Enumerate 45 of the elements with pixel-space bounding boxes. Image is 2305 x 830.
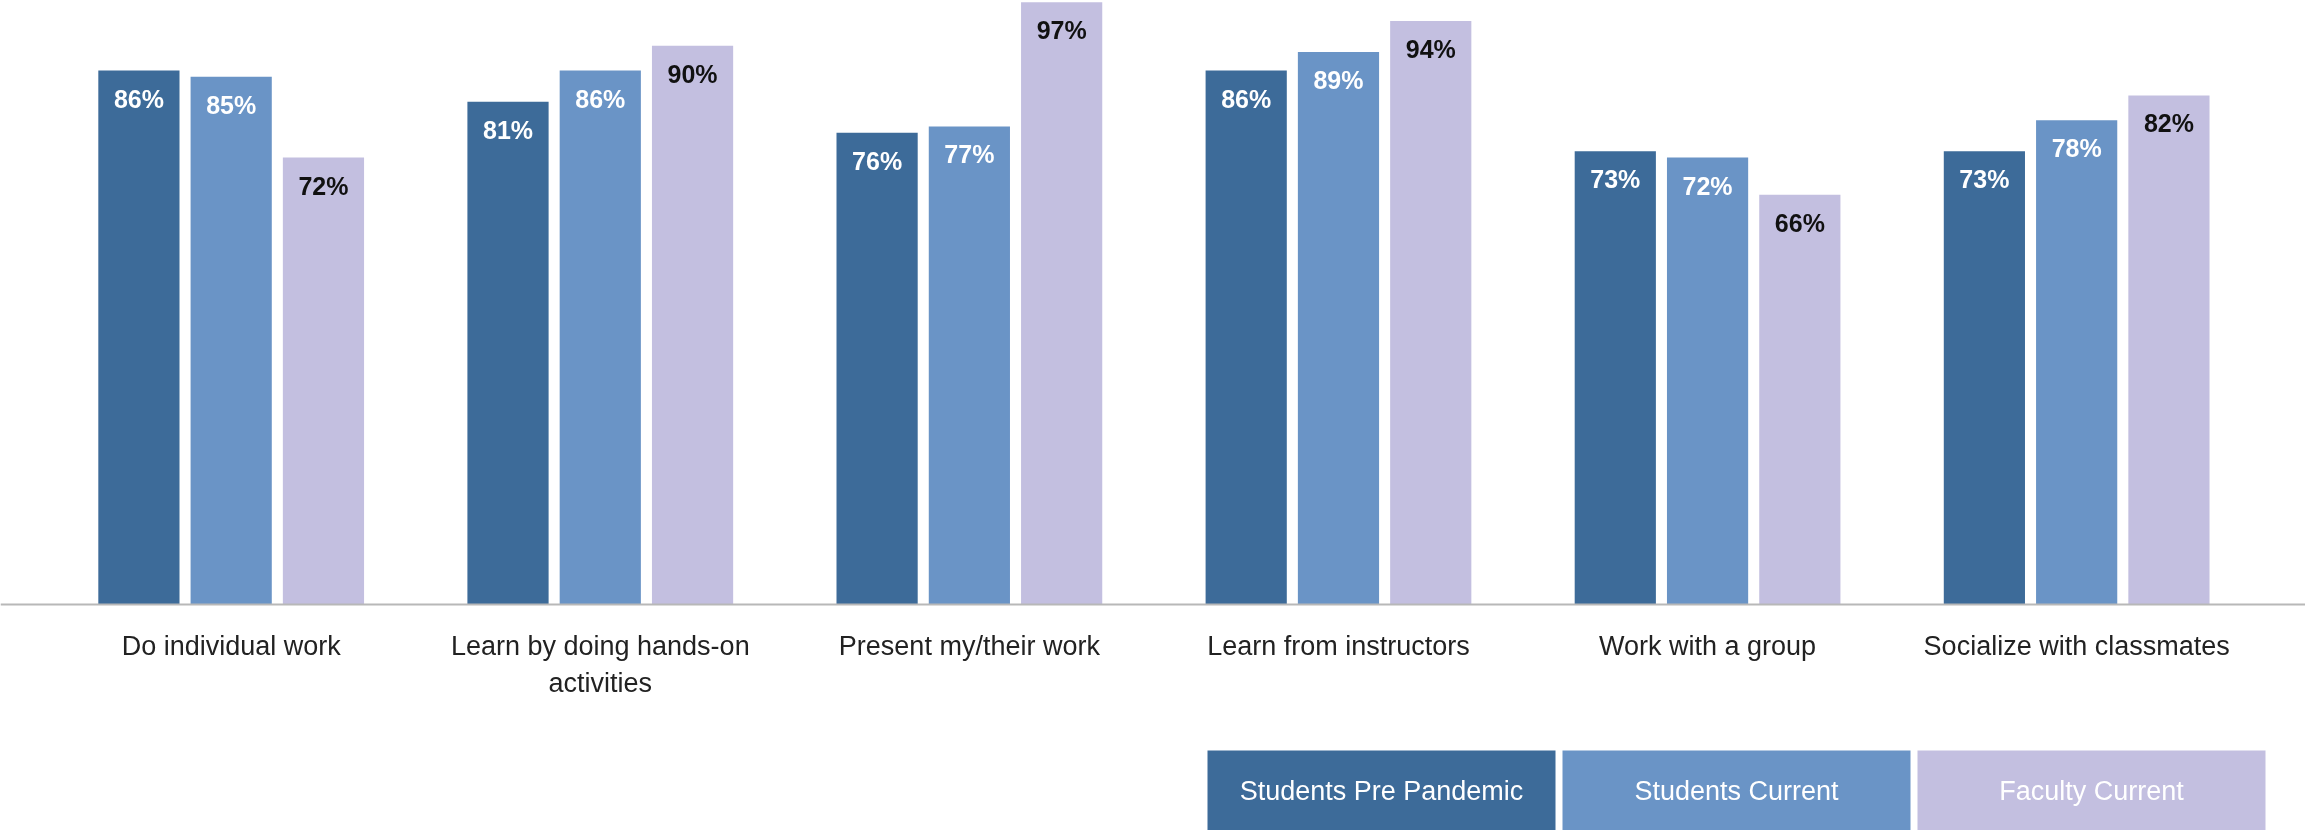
bar bbox=[282, 157, 365, 605]
text: Students Pre Pandemic bbox=[1239, 775, 1524, 806]
bar bbox=[2128, 95, 2210, 605]
data-label: 90% bbox=[667, 59, 718, 88]
data-label: 82% bbox=[2143, 109, 2194, 138]
data-label: 78% bbox=[2051, 134, 2102, 163]
data-label: 86% bbox=[113, 84, 164, 113]
data-label: 89% bbox=[1313, 65, 1364, 94]
bar bbox=[1021, 2, 1103, 605]
data-label: 81% bbox=[482, 115, 534, 144]
bar bbox=[190, 76, 272, 605]
data-label: 85% bbox=[206, 90, 257, 119]
text: Faculty Current bbox=[1999, 775, 2185, 806]
bar bbox=[2036, 120, 2118, 605]
bar bbox=[1666, 157, 1749, 605]
x-tick-label: Socialize with classmates bbox=[1923, 630, 2230, 661]
bar bbox=[1390, 20, 1472, 605]
data-label: 72% bbox=[1682, 171, 1733, 200]
x-tick-label: Learn from instructors bbox=[1207, 630, 1470, 661]
bar bbox=[1205, 70, 1287, 605]
bar bbox=[98, 70, 180, 605]
bar bbox=[559, 70, 641, 605]
data-label: 86% bbox=[575, 84, 626, 113]
bar bbox=[928, 126, 1010, 605]
data-label: 73% bbox=[1959, 165, 2010, 194]
bar bbox=[651, 45, 734, 605]
data-label: 97% bbox=[1036, 16, 1087, 45]
bar bbox=[1759, 194, 1841, 605]
x-tick-label: Present my/their work bbox=[838, 630, 1101, 661]
bar bbox=[1943, 151, 2025, 605]
x-tick-label: Learn by doing hands-on activities bbox=[450, 630, 750, 698]
bar bbox=[836, 132, 918, 605]
x-tick-label: Work with a group bbox=[1599, 630, 1817, 661]
bar bbox=[467, 101, 549, 605]
bar bbox=[1574, 151, 1656, 605]
data-label: 73% bbox=[1590, 165, 1641, 194]
x-tick-label: Do individual work bbox=[121, 630, 342, 661]
data-label: 86% bbox=[1221, 84, 1272, 113]
data-label: 72% bbox=[298, 171, 349, 200]
data-label: 94% bbox=[1405, 34, 1456, 63]
data-label: 76% bbox=[852, 146, 903, 175]
text: Students Current bbox=[1634, 775, 1840, 806]
bar bbox=[1297, 51, 1380, 605]
data-label: 77% bbox=[944, 140, 995, 169]
data-label: 66% bbox=[1774, 208, 1825, 237]
